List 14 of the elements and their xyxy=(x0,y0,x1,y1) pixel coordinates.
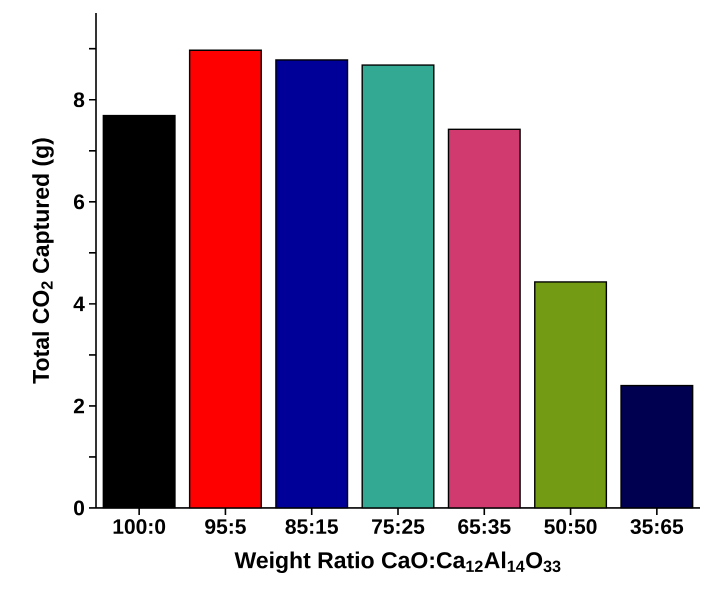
y-tick-label: 4 xyxy=(74,296,85,312)
x-tick-label: 50:50 xyxy=(544,519,597,534)
y-tick-label: 8 xyxy=(74,92,84,108)
y-tick-label: 2 xyxy=(74,398,84,414)
y-tick-label: 6 xyxy=(74,194,84,210)
x-tick-label: 65:35 xyxy=(458,519,511,534)
x-tick-label: 35:65 xyxy=(630,519,684,534)
y-tick-label: 0 xyxy=(74,500,84,516)
x-axis-title: Weight Ratio CaO:Ca$_{12}$Al$_{14}$O$_{33}$ xyxy=(234,551,560,574)
x-tick-label: 100:0 xyxy=(114,519,166,534)
y-axis-title: Total CO$_{2}$ Captured (g) xyxy=(32,138,54,384)
x-tick-label: 75:25 xyxy=(372,519,424,534)
x-tick-label: 85:15 xyxy=(286,519,338,534)
x-tick-label: 95:5 xyxy=(205,519,246,534)
